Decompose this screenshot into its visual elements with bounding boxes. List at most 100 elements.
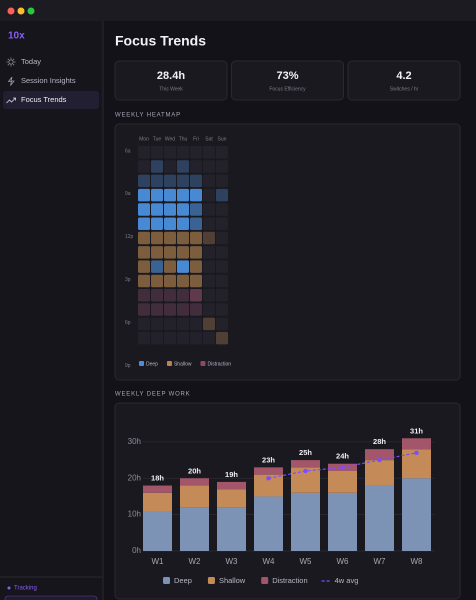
heat-cell-bg bbox=[216, 331, 228, 345]
heat-cell-bg bbox=[151, 160, 163, 173]
heat-cell bbox=[138, 174, 150, 188]
nav-item[interactable]: Today bbox=[21, 57, 41, 66]
legend-swatch bbox=[163, 577, 170, 584]
stat-label: Focus Efficiency bbox=[269, 86, 306, 92]
heat-cell bbox=[177, 188, 189, 202]
tracking-bar[interactable] bbox=[4, 595, 98, 600]
x-tick-label: W4 bbox=[263, 557, 276, 566]
heat-cell bbox=[177, 174, 189, 188]
bar-segment bbox=[217, 481, 246, 490]
heat-cell bbox=[177, 289, 189, 302]
stat-card bbox=[114, 60, 228, 101]
hour-label: 6p bbox=[125, 320, 131, 326]
avg-point bbox=[266, 476, 271, 481]
heatmap: Mon Tue Wed Thu Fri Sat Sun 6a 9a 12p 3p 6p 9p Deep Sh… bbox=[125, 136, 231, 369]
heat-cell-bg bbox=[177, 303, 189, 316]
heat-cell bbox=[190, 274, 202, 288]
heat-cell bbox=[138, 303, 150, 316]
heat-cell bbox=[164, 289, 176, 302]
heat-cell-bg bbox=[151, 146, 163, 159]
x-tick-label: W7 bbox=[374, 557, 387, 566]
heat-cell bbox=[151, 289, 163, 302]
total-label: 24h bbox=[336, 452, 349, 461]
heat-cell-bg bbox=[216, 260, 228, 273]
heat-cell bbox=[151, 160, 163, 173]
heatmap-panel bbox=[114, 123, 461, 381]
bar-segment bbox=[365, 485, 394, 551]
bar-stack bbox=[180, 478, 209, 551]
heat-cell bbox=[203, 317, 215, 331]
heat-cell bbox=[164, 188, 176, 202]
heat-cell-bg bbox=[190, 303, 202, 316]
heat-cell-bg bbox=[203, 188, 215, 202]
legend-swatch bbox=[261, 577, 269, 584]
heat-cell bbox=[164, 231, 176, 245]
heat-cell-bg bbox=[216, 289, 228, 302]
heat-cell-bg bbox=[216, 274, 228, 288]
heat-cell-bg bbox=[138, 146, 150, 159]
legend-label: Shallow bbox=[174, 361, 192, 367]
close-button[interactable] bbox=[7, 7, 15, 15]
heat-cell bbox=[164, 217, 176, 230]
bar-segment bbox=[254, 467, 283, 475]
heat-cell-bg bbox=[203, 289, 215, 302]
heat-cell-bg bbox=[164, 303, 176, 316]
heat-cell-bg bbox=[203, 146, 215, 159]
bar-segment bbox=[217, 507, 246, 551]
heat-cell bbox=[151, 303, 163, 316]
nav-item[interactable]: Focus Trends bbox=[21, 95, 67, 104]
heat-cell-bg bbox=[216, 303, 228, 316]
bar-segment bbox=[365, 449, 394, 461]
heat-cell-bg bbox=[138, 303, 150, 316]
heat-cell-bg bbox=[151, 317, 163, 331]
avg-point bbox=[303, 468, 308, 474]
heat-cell bbox=[164, 203, 176, 216]
heat-cell bbox=[151, 274, 163, 288]
y-tick-label: 20h bbox=[128, 473, 141, 482]
nav-active bbox=[3, 91, 99, 109]
total-label: 28h bbox=[373, 437, 386, 446]
heat-cell bbox=[164, 274, 176, 288]
heat-cell bbox=[138, 188, 150, 202]
heat-cell-bg bbox=[177, 331, 189, 345]
heat-cell-bg bbox=[216, 231, 228, 245]
day-label: Mon bbox=[139, 136, 149, 142]
nav-item[interactable]: Session Insights bbox=[21, 76, 76, 85]
heat-cell-bg bbox=[138, 160, 150, 173]
heat-cell bbox=[164, 246, 176, 259]
heat-cell bbox=[151, 174, 163, 188]
bar-segment bbox=[143, 485, 172, 493]
heat-cell-bg bbox=[216, 246, 228, 259]
maximize-button[interactable] bbox=[27, 7, 35, 15]
heat-cell-bg bbox=[164, 331, 176, 345]
y-tick-label: 10h bbox=[128, 510, 141, 519]
stat-value: 4.2 bbox=[396, 70, 411, 82]
heat-cell bbox=[151, 260, 163, 273]
bar-segment bbox=[328, 492, 357, 551]
status-dot bbox=[7, 586, 11, 590]
heat-cell-bg bbox=[190, 317, 202, 331]
hour-label: 12p bbox=[125, 234, 134, 240]
heat-cell bbox=[138, 231, 150, 245]
minimize-button[interactable] bbox=[17, 7, 25, 15]
bar-segment bbox=[180, 507, 209, 551]
bar-segment bbox=[328, 471, 357, 493]
stat-label: Switches / hr bbox=[390, 86, 419, 92]
heat-cell bbox=[177, 160, 189, 173]
heat-cell-bg bbox=[216, 174, 228, 188]
heat-cell bbox=[138, 217, 150, 230]
heat-cell bbox=[138, 260, 150, 273]
avg-point bbox=[414, 450, 419, 456]
x-tick-label: W6 bbox=[337, 557, 350, 566]
heat-cell bbox=[190, 231, 202, 245]
total-label: 20h bbox=[188, 466, 201, 475]
heat-cell-bg bbox=[203, 331, 215, 345]
heat-cell bbox=[177, 303, 189, 316]
x-tick-label: W8 bbox=[411, 557, 424, 566]
legend-label: Distraction bbox=[272, 576, 307, 585]
logo[interactable]: 10x bbox=[8, 31, 25, 42]
day-label: Sat bbox=[205, 136, 213, 142]
bar-segment bbox=[254, 496, 283, 551]
day-label: Wed bbox=[165, 136, 175, 142]
